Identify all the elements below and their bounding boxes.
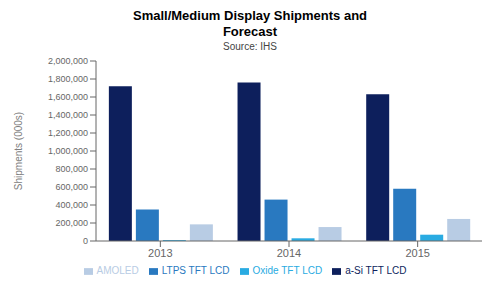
- svg-text:2015: 2015: [405, 247, 429, 259]
- html-text:Small/Medium Display Shipments: Small/Medium Display Shipments and Forec…: [133, 8, 367, 39]
- svg-text:0: 0: [83, 236, 88, 246]
- svg-text:800,000: 800,000: [55, 164, 88, 174]
- svg-text:2014: 2014: [277, 247, 301, 259]
- svg-text:600,000: 600,000: [55, 182, 88, 192]
- html-text:Source: IHS: Source: IHS: [223, 41, 277, 52]
- html-text:LTPS TFT LCD: LTPS TFT LCD: [161, 265, 230, 276]
- svg-text:Shipments (000s): Shipments (000s): [13, 112, 24, 190]
- svg-text:1,800,000: 1,800,000: [48, 74, 88, 84]
- html-text:AMOLED: AMOLED: [96, 265, 139, 276]
- svg-text:2,000,000: 2,000,000: [48, 56, 88, 66]
- html-text:a-Si TFT LCD: a-Si TFT LCD: [345, 265, 407, 276]
- html-text:Oxide TFT LCD: Oxide TFT LCD: [252, 265, 323, 276]
- svg-text:2013: 2013: [148, 247, 172, 259]
- svg-text:400,000: 400,000: [55, 200, 88, 210]
- svg-text:1,200,000: 1,200,000: [48, 128, 88, 138]
- svg-text:1,000,000: 1,000,000: [48, 146, 88, 156]
- svg-text:1,600,000: 1,600,000: [48, 92, 88, 102]
- svg-text:1,400,000: 1,400,000: [48, 110, 88, 120]
- svg-text:200,000: 200,000: [55, 218, 88, 228]
